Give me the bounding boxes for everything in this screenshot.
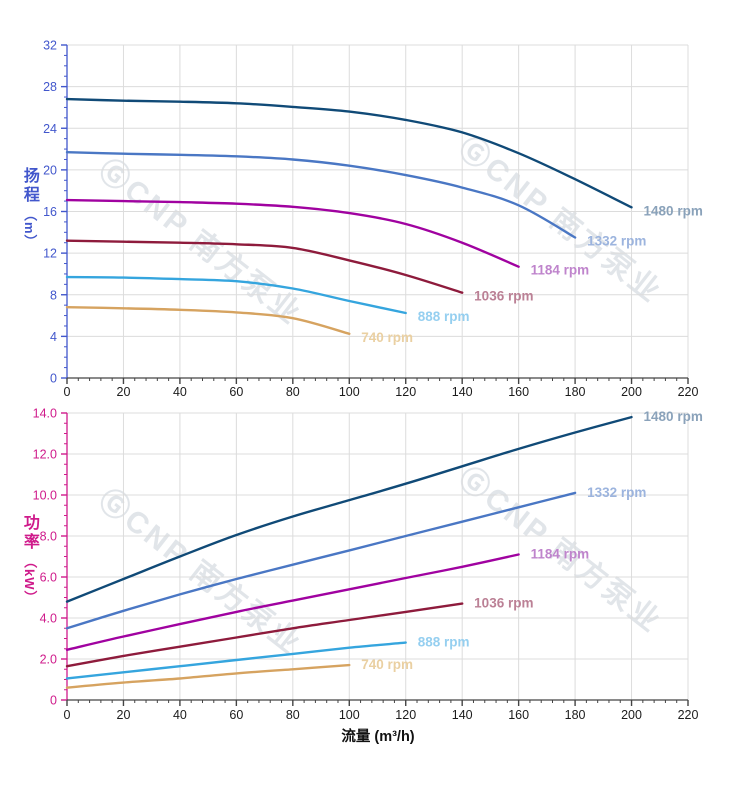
curve-1480-rpm bbox=[65, 415, 633, 603]
x-tick-label: 180 bbox=[565, 385, 586, 399]
x-tick-label: 200 bbox=[621, 385, 642, 399]
y-tick-label: 8 bbox=[50, 288, 57, 302]
curve-label-740-rpm: 740 rpm bbox=[361, 657, 413, 672]
curve-740-rpm bbox=[65, 663, 351, 689]
y-tick-label: 14.0 bbox=[33, 407, 57, 421]
y-tick-label: 12 bbox=[43, 247, 57, 261]
curve-888-rpm bbox=[65, 641, 407, 680]
flow-axis-title: 流量 (m³/h) bbox=[341, 729, 415, 745]
x-tick-label: 80 bbox=[286, 708, 300, 722]
power-chart-gridlines bbox=[67, 412, 689, 700]
x-tick-label: 0 bbox=[64, 385, 71, 399]
curve-label-1036-rpm: 1036 rpm bbox=[474, 289, 533, 304]
power-chart-series: 1480 rpm 1332 rpm 1184 rpm 1036 rpm 888 rpm 7… bbox=[65, 409, 703, 689]
head-axis-unit: （m） bbox=[22, 208, 38, 249]
curve-label-1184-rpm: 1184 rpm bbox=[531, 263, 590, 278]
curve-label-1184-rpm: 1184 rpm bbox=[531, 546, 590, 561]
head-chart-series: 1480 rpm 1332 rpm 1184 rpm 1036 rpm 888 rpm 7… bbox=[65, 97, 703, 345]
x-tick-label: 20 bbox=[117, 708, 131, 722]
x-tick-label: 120 bbox=[395, 708, 416, 722]
power-axis-title: 功率 （kW） bbox=[20, 514, 38, 605]
y-tick-label: 6.0 bbox=[40, 571, 57, 585]
x-tick-label: 60 bbox=[229, 385, 243, 399]
head-chart-gridlines bbox=[67, 44, 689, 378]
x-tick-label: 40 bbox=[173, 708, 187, 722]
y-tick-label: 0 bbox=[50, 372, 57, 386]
y-tick-label: 0 bbox=[50, 694, 57, 708]
curve-label-888-rpm: 888 rpm bbox=[418, 635, 470, 650]
y-tick-label: 8.0 bbox=[40, 530, 57, 544]
y-tick-label: 28 bbox=[43, 80, 57, 94]
power-chart-y-axis: 0 2.0 4.0 6.0 8.0 10.0 12.0 14.0 bbox=[33, 407, 68, 708]
curve-label-1480-rpm: 1480 rpm bbox=[644, 409, 703, 424]
curve-label-740-rpm: 740 rpm bbox=[361, 330, 413, 345]
y-tick-label: 12.0 bbox=[33, 448, 57, 462]
power-axis-unit: （kW） bbox=[22, 555, 38, 605]
y-tick-label: 16 bbox=[43, 205, 57, 219]
y-tick-label: 32 bbox=[43, 39, 57, 53]
x-tick-label: 100 bbox=[339, 385, 360, 399]
x-tick-label: 140 bbox=[452, 708, 473, 722]
x-tick-label: 220 bbox=[678, 708, 699, 722]
head-chart-x-axis: 0 20 40 60 80 100 120 140 160 180 200 220 bbox=[64, 377, 699, 399]
x-tick-label: 100 bbox=[339, 708, 360, 722]
curve-label-1036-rpm: 1036 rpm bbox=[474, 596, 533, 611]
curve-label-1332-rpm: 1332 rpm bbox=[587, 485, 646, 500]
x-tick-label: 140 bbox=[452, 385, 473, 399]
curve-label-1332-rpm: 1332 rpm bbox=[587, 234, 646, 249]
curve-label-1480-rpm: 1480 rpm bbox=[644, 203, 703, 218]
head-chart-y-axis: 0 4 8 12 16 20 24 28 32 bbox=[43, 39, 68, 386]
x-tick-label: 200 bbox=[621, 708, 642, 722]
curve-label-888-rpm: 888 rpm bbox=[418, 309, 470, 324]
curve-1184-rpm bbox=[65, 198, 520, 268]
x-tick-label: 40 bbox=[173, 385, 187, 399]
x-tick-label: 60 bbox=[229, 708, 243, 722]
y-tick-label: 24 bbox=[43, 122, 57, 136]
y-tick-label: 10.0 bbox=[33, 489, 57, 503]
head-chart: 0 4 8 12 16 20 24 28 32 0 20 40 60 80 100 120 140 160 180 2… bbox=[43, 39, 703, 400]
x-tick-label: 0 bbox=[64, 708, 71, 722]
x-tick-label: 160 bbox=[508, 708, 529, 722]
curve-1036-rpm bbox=[65, 602, 464, 668]
curve-1480-rpm bbox=[65, 97, 633, 209]
power-chart: 0 2.0 4.0 6.0 8.0 10.0 12.0 14.0 0 20 40 60 80 100 120… bbox=[33, 407, 703, 723]
curve-1332-rpm bbox=[65, 491, 577, 630]
power-chart-x-axis: 0 20 40 60 80 100 120 140 160 180 200 220 bbox=[64, 699, 699, 722]
head-axis-title: 扬程 （m） bbox=[20, 167, 38, 249]
curve-1036-rpm bbox=[65, 239, 464, 294]
power-axis-title-text: 功率 bbox=[20, 514, 38, 552]
y-tick-label: 4 bbox=[50, 330, 57, 344]
curve-1332-rpm bbox=[65, 150, 577, 239]
y-tick-label: 2.0 bbox=[40, 653, 57, 667]
curve-740-rpm bbox=[65, 306, 351, 335]
head-axis-title-text: 扬程 bbox=[20, 167, 38, 205]
y-tick-label: 20 bbox=[43, 163, 57, 177]
x-tick-label: 120 bbox=[395, 385, 416, 399]
x-tick-label: 180 bbox=[565, 708, 586, 722]
x-tick-label: 20 bbox=[117, 385, 131, 399]
x-tick-label: 220 bbox=[678, 385, 699, 399]
x-tick-label: 160 bbox=[508, 385, 529, 399]
curve-888-rpm bbox=[65, 275, 407, 315]
y-tick-label: 4.0 bbox=[40, 612, 57, 626]
x-tick-label: 80 bbox=[286, 385, 300, 399]
curve-1184-rpm bbox=[65, 553, 520, 651]
